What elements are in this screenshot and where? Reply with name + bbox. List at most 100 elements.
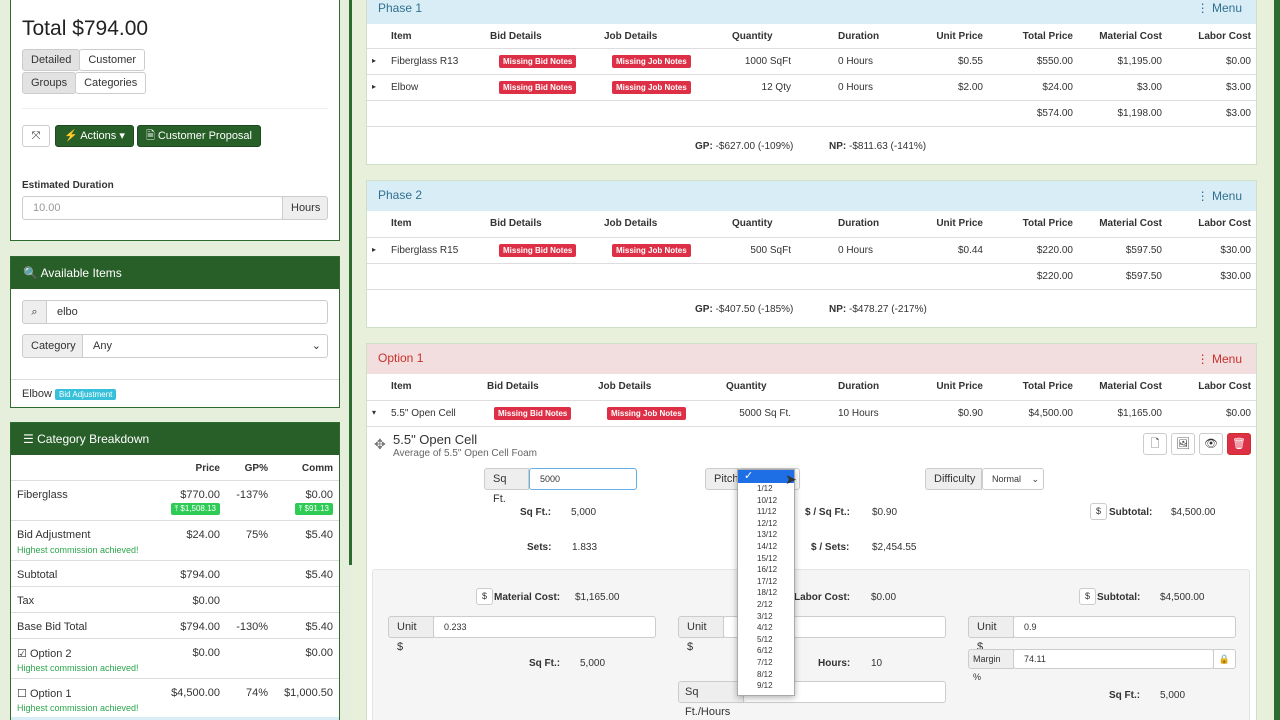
row-gp: 75% <box>245 529 268 541</box>
sqft-input[interactable]: 5000 <box>529 468 637 490</box>
cell-material-cost: $3.00 <box>1136 82 1162 93</box>
trash-icon[interactable]: 🗑 <box>1227 433 1251 455</box>
margin-input[interactable]: 74.11 <box>1013 649 1214 669</box>
pitch-option[interactable]: 5/12 <box>757 634 773 644</box>
comm-badge: ⤒ $91.13 <box>294 503 333 515</box>
cost-well: $ Material Cost: $1,165.00 Labor Cost: $… <box>372 569 1250 720</box>
missing-bid-notes-badge[interactable]: Missing Bid Notes <box>499 81 577 94</box>
cell-quantity: 500 SqFt <box>750 245 791 256</box>
drag-handle-icon[interactable]: ✥ <box>374 436 386 452</box>
sqft2-label: Sq Ft.: <box>529 658 561 669</box>
actions-button[interactable]: ⚡ Actions ▾ <box>55 125 134 147</box>
col-unit-price: Unit Price <box>936 31 983 42</box>
sqft-calc-label: Sq Ft.: <box>520 507 552 518</box>
difficulty-select[interactable]: Normal ⌄ <box>982 468 1044 490</box>
scrollbar[interactable] <box>349 0 352 565</box>
pitch-option[interactable]: 2/12 <box>757 599 773 609</box>
pitch-option[interactable]: 11/12 <box>757 507 777 517</box>
scrollbar[interactable] <box>1274 0 1280 720</box>
price-unit-input[interactable]: 0.9 <box>1013 616 1236 638</box>
table-row[interactable]: ▸ Fiberglass R15 Missing Bid Notes Missi… <box>367 237 1256 263</box>
missing-job-notes-badge[interactable]: Missing Job Notes <box>612 81 691 94</box>
caret-down-icon[interactable]: ▾ <box>372 408 377 417</box>
dollar-toggle-icon[interactable]: $ <box>1090 503 1107 520</box>
table-row[interactable]: ▸ Fiberglass R13 Missing Bid Notes Missi… <box>367 48 1256 74</box>
dollar-toggle-icon[interactable]: $ <box>476 588 493 605</box>
option2-checkbox[interactable]: ☑ <box>17 648 27 660</box>
option1-checkbox[interactable]: ☐ <box>17 688 27 700</box>
pitch-dropdown[interactable]: ✓ 1/12 10/12 11/12 12/12 13/12 14/12 15/… <box>737 469 795 696</box>
unit-addon: Unit $ <box>388 616 434 653</box>
sqft-addon: Sq Ft. <box>484 468 529 505</box>
cell-total-price: $220.00 <box>1036 245 1073 256</box>
option-1-title: Option 1 <box>378 351 424 365</box>
sets-value: 1.833 <box>572 542 598 553</box>
expand-icon[interactable]: ⤧ <box>22 125 50 147</box>
document-icon[interactable]: 🗋 <box>1143 433 1167 455</box>
table-row[interactable]: ▸ Elbow Missing Bid Notes Missing Job No… <box>367 74 1256 100</box>
category-select[interactable]: Any ⌄ <box>82 334 328 358</box>
missing-bid-notes-badge[interactable]: Missing Bid Notes <box>499 244 577 257</box>
sqft3-value: 5,000 <box>1160 690 1186 701</box>
pitch-option[interactable]: 6/12 <box>757 646 773 656</box>
phase-2-menu[interactable]: ⋮ Menu <box>1196 189 1242 203</box>
est-duration-input[interactable]: 10.00 <box>22 196 283 220</box>
row-name: Option 2 <box>29 648 72 660</box>
breakdown-row-option2[interactable]: ☑ Option 2 Highest commission achieved! … <box>11 638 339 678</box>
missing-bid-notes-badge[interactable]: Missing Bid Notes <box>499 55 577 68</box>
detail-item-name: 5.5" Open Cell <box>393 432 478 447</box>
eye-icon[interactable]: 👁 <box>1199 433 1223 455</box>
comm-badge-value: $91.13 <box>304 504 329 513</box>
pitch-option[interactable]: 1/12 <box>757 484 773 493</box>
customer-toggle[interactable]: Customer <box>79 49 146 71</box>
missing-job-notes-badge[interactable]: Missing Job Notes <box>607 407 686 420</box>
totals-row: $220.00 $597.50 $30.00 <box>367 263 1256 289</box>
dollar-toggle-icon[interactable]: $ <box>1079 588 1096 605</box>
total-price-sum: $220.00 <box>1036 271 1073 282</box>
pitch-option[interactable]: 13/12 <box>757 530 778 540</box>
pitch-option[interactable]: 14/12 <box>757 541 778 551</box>
subtotal2-label: Subtotal: <box>1097 592 1141 603</box>
option-1-menu[interactable]: ⋮ Menu <box>1196 352 1242 366</box>
categories-toggle[interactable]: Categories <box>75 72 147 94</box>
cell-quantity: 5000 Sq Ft. <box>739 408 791 419</box>
pitch-option[interactable]: 4/12 <box>757 623 773 633</box>
table-row[interactable]: ▾ 5.5" Open Cell Missing Bid Notes Missi… <box>367 400 1256 426</box>
item-result[interactable]: Elbow Bid Adjustment <box>22 388 117 400</box>
material-unit-input[interactable]: 0.233 <box>433 616 656 638</box>
profit-row: GP: -$407.50 (-185%) NP: -$478.27 (-217%… <box>367 289 1256 327</box>
missing-job-notes-badge[interactable]: Missing Job Notes <box>612 244 691 257</box>
menu-label: Menu <box>1211 1 1242 15</box>
pitch-addon: Pitch <box>705 468 739 490</box>
groups-toggle[interactable]: Groups <box>22 72 77 94</box>
pitch-option[interactable]: 9/12 <box>757 681 773 691</box>
phase-1-menu[interactable]: ⋮ Menu <box>1196 1 1242 15</box>
pitch-option[interactable]: 7/12 <box>757 657 773 667</box>
image-icon[interactable]: 🖼 <box>1171 433 1195 455</box>
pitch-option[interactable]: 18/12 <box>757 588 778 598</box>
missing-bid-notes-badge[interactable]: Missing Bid Notes <box>494 407 572 420</box>
table-header-row: Item Bid Details Job Details Quantity Du… <box>367 374 1256 400</box>
missing-job-notes-badge[interactable]: Missing Job Notes <box>612 55 691 68</box>
price-badge: ⤒ $1,508.13 <box>170 503 220 515</box>
caret-right-icon[interactable]: ▸ <box>372 82 377 91</box>
item-search-input[interactable]: elbo <box>46 300 328 324</box>
pitch-option[interactable]: 16/12 <box>757 565 778 575</box>
pitch-option[interactable]: 3/12 <box>757 611 773 621</box>
caret-right-icon[interactable]: ▸ <box>372 245 377 254</box>
table-header-row: Item Bid Details Job Details Quantity Du… <box>367 211 1256 237</box>
customer-proposal-button[interactable]: 🗎 Customer Proposal <box>136 125 261 147</box>
detailed-toggle[interactable]: Detailed <box>22 49 81 71</box>
pitch-option[interactable]: 17/12 <box>757 576 778 586</box>
np-label: NP: <box>829 304 847 315</box>
pitch-option[interactable]: 10/12 <box>757 495 778 505</box>
pitch-option[interactable]: 12/12 <box>757 518 778 528</box>
caret-right-icon[interactable]: ▸ <box>372 56 377 65</box>
lock-icon[interactable]: 🔒 <box>1213 649 1236 669</box>
pitch-option[interactable]: 8/12 <box>757 669 773 679</box>
breakdown-row-option1[interactable]: ☐ Option 1 Highest commission achieved! … <box>11 678 339 718</box>
pitch-option[interactable]: 15/12 <box>757 553 778 563</box>
pitch-option-selected[interactable]: ✓ <box>738 470 794 483</box>
cell-quantity: 12 Qty <box>761 82 791 93</box>
breakdown-row: Tax $0.00 <box>11 586 339 612</box>
